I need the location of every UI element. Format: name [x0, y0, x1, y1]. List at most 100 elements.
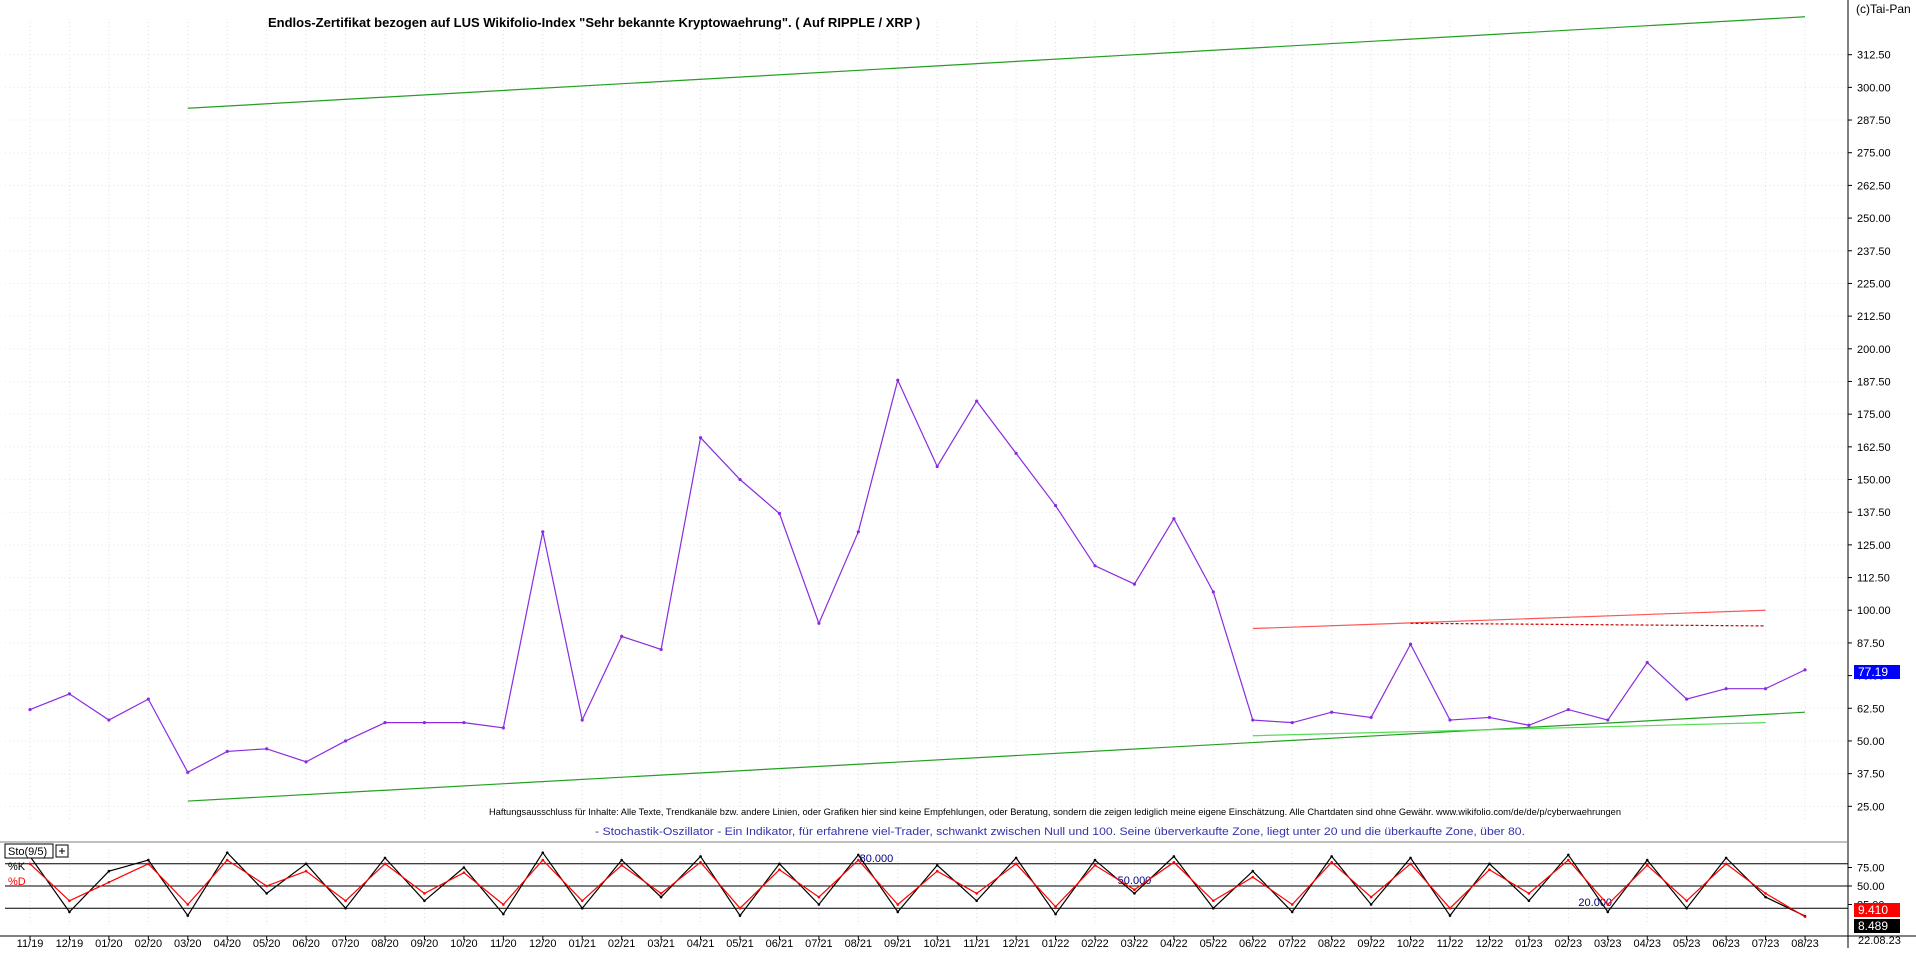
x-tick-label: 05/21: [726, 938, 754, 948]
stoch-point: [1724, 862, 1728, 866]
indicator-tag-label: Sto(9/5): [8, 846, 47, 858]
stoch-point: [1645, 863, 1649, 867]
stoch-point: [1054, 905, 1057, 909]
indicator-tag[interactable]: Sto(9/5): [4, 843, 69, 859]
price-series-line: [29, 378, 1806, 774]
d-badge: 8.489: [1854, 919, 1900, 933]
stoch-point: [620, 858, 623, 862]
price-point: [1803, 668, 1807, 672]
price-point: [620, 634, 624, 638]
stoch-point: [462, 871, 466, 874]
price-point: [541, 530, 545, 534]
stoch-point: [1567, 858, 1570, 862]
stoch-point: [107, 881, 111, 884]
stoch-point: [304, 862, 308, 866]
chart-title: Endlos-Zertifikat bezogen auf LUS Wikifo…: [268, 15, 920, 30]
price-point: [580, 718, 584, 722]
price-point: [304, 760, 308, 764]
legend-d: %D: [8, 876, 26, 888]
y-tick-label: 100.00: [1857, 605, 1891, 617]
price-point: [28, 707, 32, 712]
y-tick-label: 275.00: [1857, 148, 1891, 160]
stoch-point: [1685, 899, 1688, 903]
x-tick-label: 09/20: [411, 938, 439, 948]
x-tick-label: 12/20: [529, 938, 557, 948]
y-tick-label: 150.00: [1857, 475, 1891, 487]
price-point: [896, 378, 900, 382]
stoch-point: [502, 903, 505, 906]
x-tick-label: 02/21: [608, 938, 636, 948]
price-point: [186, 770, 190, 774]
trendline-resistance: [1252, 609, 1766, 630]
stoch-point: [975, 892, 978, 895]
stoch-point: [1409, 862, 1412, 866]
stoch-point: [1133, 892, 1136, 895]
price-layer: [28, 378, 1807, 774]
trendline-resistance-dotted: [1410, 622, 1766, 627]
price-point: [1685, 697, 1689, 701]
stoch-point: [659, 892, 663, 895]
y-tick-label: 187.50: [1857, 376, 1891, 388]
stoch-point: [1606, 903, 1610, 906]
price-point: [343, 739, 348, 743]
x-tick-label: 04/23: [1633, 938, 1661, 948]
stoch-point: [699, 855, 702, 858]
trendline-upper-channel: [187, 16, 1806, 109]
x-tick-label: 03/23: [1594, 938, 1622, 948]
x-tick-label: 11/22: [1437, 938, 1464, 948]
stoch-point: [1014, 856, 1018, 860]
x-tick-label: 11/19: [17, 938, 44, 948]
y-tick-label: 262.50: [1857, 180, 1891, 192]
stoch-point: [817, 903, 821, 906]
stoch-point: [738, 914, 742, 917]
stoch-point: [659, 895, 663, 899]
price-point: [1211, 590, 1215, 594]
price-point: [1487, 715, 1492, 720]
stoch-point: [1764, 892, 1767, 895]
stoch-point: [1290, 910, 1294, 914]
stoch-point: [1133, 888, 1136, 891]
price-point: [817, 621, 821, 625]
stoch-point: [935, 863, 939, 867]
stoch-point: [1369, 903, 1373, 906]
x-tick-label: 11/21: [963, 938, 990, 948]
stoch-point: [1764, 895, 1767, 899]
stoch-point: [541, 851, 545, 854]
stoch-point: [1409, 856, 1412, 860]
stoch-point: [1014, 862, 1018, 866]
stoch-point: [225, 851, 229, 854]
stoch-point: [383, 856, 387, 860]
price-point: [1369, 715, 1373, 720]
y-tick-label: 287.50: [1857, 115, 1891, 127]
price-point: [146, 697, 150, 701]
stoch-point: [68, 899, 71, 903]
price-point: [1251, 718, 1255, 722]
price-point: [1053, 504, 1058, 508]
y-tick-label: 137.50: [1857, 507, 1891, 519]
price-point: [698, 436, 703, 440]
stoch-point: [1448, 914, 1452, 917]
x-tick-label: 09/21: [884, 938, 912, 948]
stoch-point: [1172, 855, 1176, 858]
price-point: [1132, 582, 1137, 586]
price-point: [225, 749, 229, 754]
y-tick-label: 212.50: [1857, 311, 1891, 323]
stoch-point: [1251, 869, 1255, 873]
x-tick-label: 07/23: [1752, 938, 1780, 948]
x-tick-label: 03/22: [1121, 938, 1149, 948]
x-tick-label: 07/20: [332, 938, 360, 948]
x-tick-label: 10/20: [450, 938, 478, 948]
stoch-point: [383, 862, 387, 866]
x-tick-label: 06/20: [292, 938, 320, 948]
x-tick-label: 06/21: [766, 938, 794, 948]
stoch-point: [975, 899, 978, 903]
stoch-point: [738, 906, 742, 910]
x-tick-label: 08/22: [1318, 938, 1346, 948]
stoch-point: [304, 869, 308, 873]
stoch-point: [817, 895, 821, 899]
stoch-point: [1527, 892, 1531, 895]
x-tick-label: 07/22: [1278, 938, 1306, 948]
stoch-point: [778, 862, 781, 866]
